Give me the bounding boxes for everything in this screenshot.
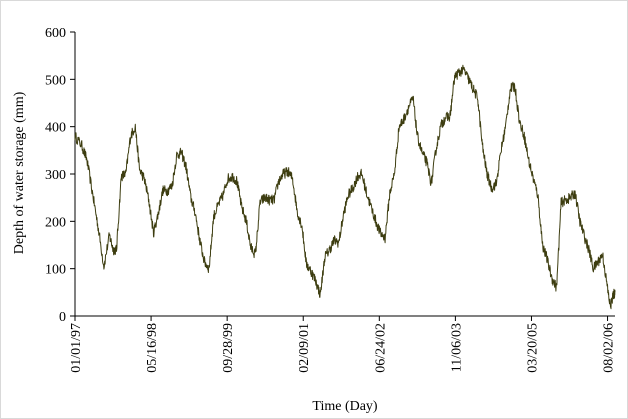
x-tick-label: 02/09/01 [297,323,312,373]
x-tick-label: 08/02/06 [602,323,617,373]
x-axis: 01/01/97 05/16/98 09/28/99 02/09/01 06/24/02… [69,315,617,373]
y-axis: 0 100 200 300 400 500 600 [45,26,76,325]
y-tick-label: 200 [45,215,66,230]
y-tick-label: 0 [59,310,66,325]
y-tick-label: 500 [45,73,66,88]
series-line [74,64,616,310]
y-tick-label: 100 [45,263,66,278]
plot-area [74,64,616,310]
x-axis-title: Time (Day) [312,399,378,414]
y-tick-label: 600 [45,26,66,41]
x-tick-label: 01/01/97 [69,323,84,373]
y-tick-label: 400 [45,121,66,136]
x-tick-label: 03/20/05 [525,323,540,373]
x-tick-label: 05/16/98 [145,323,160,373]
x-tick-label: 06/24/02 [373,323,388,373]
y-tick-label: 300 [45,168,66,183]
y-axis-title: Depth of water storage (mm) [12,91,27,254]
x-tick-label: 09/28/99 [221,323,236,373]
x-tick-label: 11/06/03 [449,323,464,372]
